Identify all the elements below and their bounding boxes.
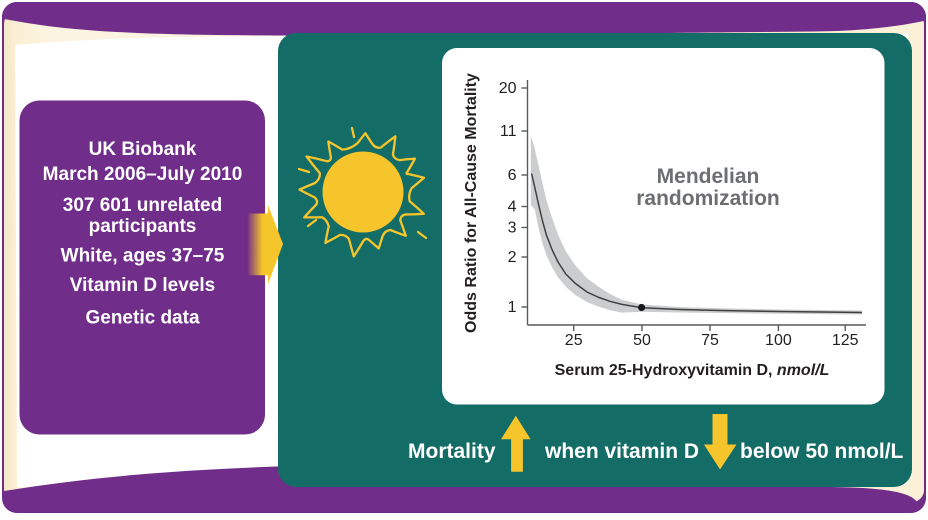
svg-text:Mortality: Mortality <box>408 440 496 463</box>
svg-text:below 50 nmol/L: below 50 nmol/L <box>740 440 904 463</box>
svg-text:4: 4 <box>508 199 517 216</box>
svg-text:UK Biobank: UK Biobank <box>89 139 197 160</box>
svg-text:Odds Ratio for All-Cause Morta: Odds Ratio for All-Cause Mortality <box>463 73 480 333</box>
svg-text:25: 25 <box>565 332 583 349</box>
svg-text:White, ages 37–75: White, ages 37–75 <box>61 246 225 267</box>
svg-text:20: 20 <box>499 80 517 97</box>
svg-text:when vitamin D: when vitamin D <box>544 440 699 463</box>
svg-text:6: 6 <box>508 167 517 184</box>
svg-text:307 601 unrelated: 307 601 unrelated <box>63 195 222 216</box>
svg-text:March 2006–July 2010: March 2006–July 2010 <box>43 164 243 185</box>
svg-text:Genetic data: Genetic data <box>85 308 199 329</box>
svg-text:100: 100 <box>765 332 792 349</box>
svg-text:Serum 25-Hydroxyvitamin D, nmo: Serum 25-Hydroxyvitamin D, nmol/L <box>555 362 830 379</box>
svg-text:2: 2 <box>508 249 517 266</box>
svg-text:randomization: randomization <box>636 187 780 210</box>
svg-text:50: 50 <box>633 332 651 349</box>
svg-text:75: 75 <box>701 332 719 349</box>
svg-text:11: 11 <box>500 123 517 140</box>
svg-text:1: 1 <box>508 299 517 316</box>
svg-text:3: 3 <box>508 220 517 237</box>
svg-text:125: 125 <box>832 332 859 349</box>
svg-text:Vitamin D levels: Vitamin D levels <box>70 275 215 296</box>
svg-text:participants: participants <box>89 216 197 237</box>
svg-text:Mendelian: Mendelian <box>657 165 760 188</box>
